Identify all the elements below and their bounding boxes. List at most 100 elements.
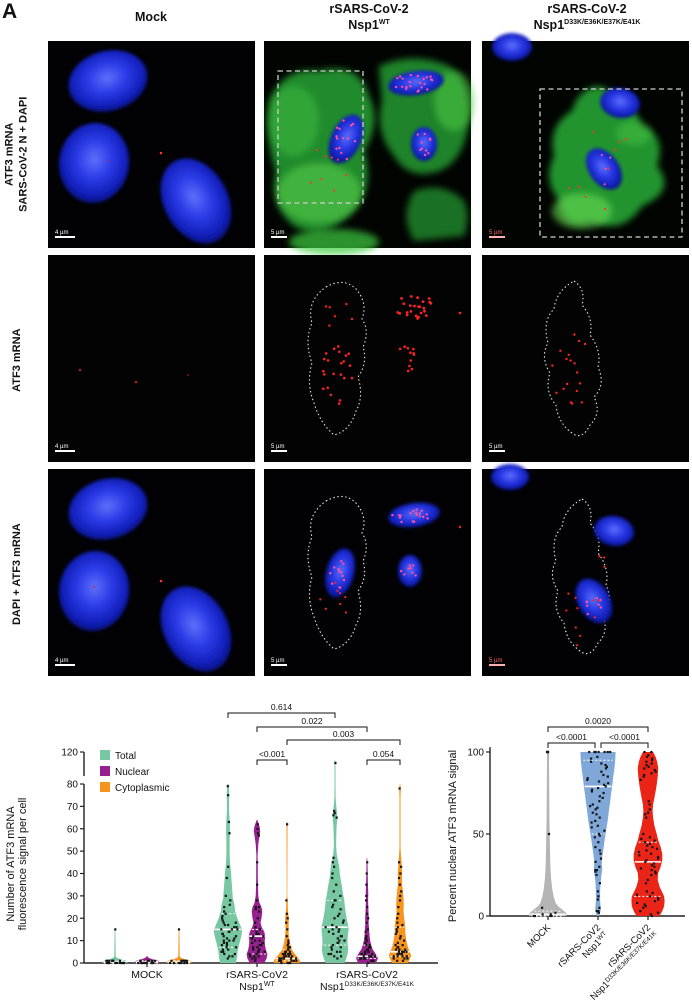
data-point	[254, 957, 257, 960]
column-header-mock-text: Mock	[135, 10, 167, 24]
atf3-dot	[458, 311, 462, 315]
data-point	[642, 832, 645, 836]
data-point	[593, 750, 596, 754]
data-point	[600, 762, 603, 765]
data-point	[596, 824, 599, 827]
significance-bracket	[366, 759, 401, 765]
data-point	[365, 883, 368, 886]
data-point	[364, 957, 367, 960]
micro-panel-r2c1: 4 µm	[48, 255, 255, 462]
data-point	[601, 796, 604, 799]
data-point	[234, 935, 238, 938]
p-value: <0.0001	[609, 732, 640, 742]
significance-bracket	[547, 726, 649, 732]
micro-panel-r2c3: 5 µm	[482, 255, 689, 462]
nuclear-mrna-dots	[600, 153, 612, 186]
data-point	[331, 876, 334, 880]
row-label-1: ATF3 mRNA SARS-CoV-2 N + DAPI	[3, 49, 32, 259]
scale-bar	[489, 236, 505, 238]
scale-bar-label: 5 µm	[489, 658, 502, 664]
data-point	[295, 957, 298, 960]
data-point	[373, 955, 376, 958]
data-point	[327, 930, 330, 933]
data-point	[228, 955, 231, 958]
data-point	[586, 778, 589, 781]
cell-outline	[307, 495, 367, 650]
data-point	[366, 928, 369, 931]
data-point	[650, 869, 653, 872]
data-point	[254, 926, 257, 929]
data-point	[324, 926, 327, 929]
y-tick-label: 50	[473, 830, 485, 841]
data-point	[598, 865, 601, 868]
data-point	[228, 832, 231, 835]
significance-bracket	[600, 742, 649, 748]
atf3-dot	[187, 374, 189, 376]
data-point	[597, 841, 600, 844]
data-point	[603, 829, 606, 832]
data-point	[656, 911, 660, 914]
data-point	[261, 941, 264, 944]
data-point	[645, 849, 648, 852]
data-point	[398, 787, 401, 790]
data-point	[594, 869, 597, 872]
data-point	[396, 921, 399, 924]
y-tick-label: 30	[67, 891, 79, 902]
data-point	[333, 917, 336, 920]
data-point	[339, 946, 342, 949]
data-point	[333, 899, 336, 902]
data-point	[152, 961, 155, 965]
scale-bar	[271, 450, 287, 452]
panel-background	[482, 255, 689, 462]
y-tick-label: 50	[67, 847, 79, 858]
scale-bar-label: 4 µm	[55, 230, 68, 236]
data-point	[333, 812, 336, 815]
data-point	[394, 948, 398, 951]
data-point	[251, 941, 254, 944]
y-tick-label: 0	[72, 959, 78, 970]
data-point	[222, 939, 225, 942]
p-value: 0.0020	[585, 716, 611, 726]
data-point	[256, 917, 259, 920]
data-point	[644, 882, 648, 885]
data-point	[254, 921, 257, 924]
nuclear-mrna-dots	[400, 564, 417, 577]
nucleus	[325, 548, 355, 598]
nucleus	[68, 50, 148, 112]
data-point	[257, 834, 260, 837]
data-point	[398, 861, 401, 864]
row-label-2-text: ATF3 mRNA	[10, 328, 23, 392]
data-point	[329, 952, 333, 956]
micro-panel-r3c3: 5 µm	[482, 464, 689, 676]
data-point	[342, 919, 345, 922]
svg-text:fluorescence signal per cell: fluorescence signal per cell	[17, 798, 29, 931]
scale-bar-label: 4 µm	[55, 658, 68, 664]
data-point	[234, 921, 237, 924]
data-point	[334, 761, 337, 765]
legend-label: Nuclear	[115, 767, 150, 778]
data-point	[120, 961, 123, 965]
data-point	[258, 948, 261, 951]
data-point	[184, 959, 187, 962]
data-point	[650, 759, 654, 762]
data-point	[644, 860, 647, 863]
data-point	[401, 944, 404, 947]
data-point	[255, 930, 258, 933]
data-point	[227, 820, 230, 824]
data-point	[121, 961, 125, 965]
data-point	[259, 928, 262, 931]
data-point	[330, 948, 333, 951]
data-point	[401, 959, 405, 962]
cell-outline	[543, 280, 602, 437]
scale-bar-label: 5 µm	[489, 444, 502, 450]
data-point	[106, 959, 109, 962]
data-point	[330, 946, 333, 949]
column-header-mutant-sup: D33K/E36K/E37K/E41K	[564, 18, 641, 26]
data-point	[399, 894, 402, 897]
data-point	[227, 865, 230, 868]
row-label-2: ATF3 mRNA	[10, 255, 24, 465]
data-point	[146, 959, 149, 962]
data-point	[590, 760, 593, 763]
cytoplasmic-mrna-dots	[565, 592, 600, 647]
column-header-wt-line1: rSARS-CoV-2	[329, 2, 409, 16]
